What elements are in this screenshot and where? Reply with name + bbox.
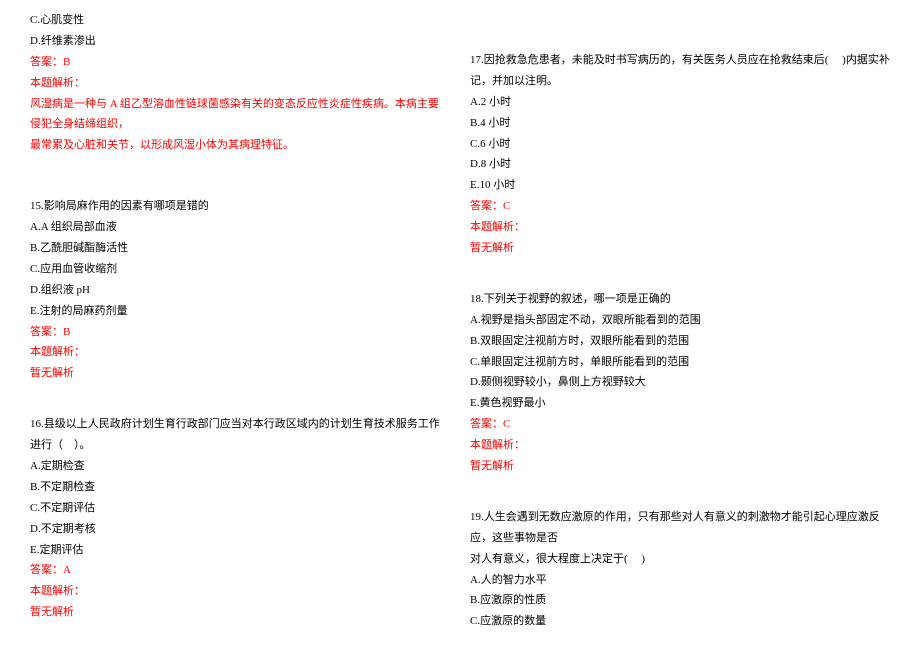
q19-option-c: C.应激原的数量 (470, 611, 900, 632)
q19-stem-line1: 19.人生会遇到无数应激原的作用，只有那些对人有意义的刺激物才能引起心理应激反应… (470, 507, 900, 549)
q15-stem: 15.影响局麻作用的因素有哪项是错的 (30, 196, 440, 217)
q18-answer: 答案：C (470, 414, 900, 435)
q15-option-b: B.乙酰胆碱酯酶活性 (30, 238, 440, 259)
q15-option-a: A.A 组织局部血液 (30, 217, 440, 238)
exam-page: C.心肌变性 D.纤维素渗出 答案：B 本题解析： 风湿病是一种与 A 组乙型溶… (0, 0, 920, 651)
q18-option-e: E.黄色视野最小 (470, 393, 900, 414)
q18-stem: 18.下列关于视野的叙述，哪一项是正确的 (470, 289, 900, 310)
left-column: C.心肌变性 D.纤维素渗出 答案：B 本题解析： 风湿病是一种与 A 组乙型溶… (0, 0, 460, 651)
q18-option-c: C.单眼固定注视前方时，单眼所能看到的范围 (470, 352, 900, 373)
q18-option-b: B.双眼固定注视前方时，双眼所能看到的范围 (470, 331, 900, 352)
q14-analysis-line2: 最常累及心脏和关节，以形成风湿小体为其病理特征。 (30, 135, 440, 156)
q18-analysis-label: 本题解析： (470, 435, 900, 456)
q16-option-d: D.不定期考核 (30, 519, 440, 540)
q17-option-c: C.6 小时 (470, 134, 900, 155)
q17-analysis-label: 本题解析： (470, 217, 900, 238)
q17-answer: 答案：C (470, 196, 900, 217)
q16-answer: 答案：A (30, 560, 440, 581)
spacer (30, 384, 440, 414)
q16-option-e: E.定期评估 (30, 540, 440, 561)
q14-answer: 答案：B (30, 52, 440, 73)
q15-analysis-text: 暂无解析 (30, 363, 440, 384)
q17-analysis-text: 暂无解析 (470, 238, 900, 259)
spacer (30, 156, 440, 196)
q18-option-a: A.视野是指头部固定不动，双眼所能看到的范围 (470, 310, 900, 331)
spacer (470, 477, 900, 507)
q15-answer: 答案：B (30, 322, 440, 343)
q14-analysis-label: 本题解析： (30, 73, 440, 94)
q19-option-a: A.人的智力水平 (470, 570, 900, 591)
q14-option-c: C.心肌变性 (30, 10, 440, 31)
q14-option-d: D.纤维素渗出 (30, 31, 440, 52)
q17-stem: 17.因抢救急危患者，未能及时书写病历的，有关医务人员应在抢救结束后( )内据实… (470, 50, 900, 92)
spacer (470, 10, 900, 50)
q15-option-c: C.应用血管收缩剂 (30, 259, 440, 280)
q18-option-d: D.颞侧视野较小，鼻侧上方视野较大 (470, 372, 900, 393)
q19-stem-line2: 对人有意义，很大程度上决定于( ) (470, 549, 900, 570)
q16-option-a: A.定期检查 (30, 456, 440, 477)
q15-option-e: E.注射的局麻药剂量 (30, 301, 440, 322)
q15-analysis-label: 本题解析： (30, 342, 440, 363)
q19-option-b: B.应激原的性质 (470, 590, 900, 611)
q16-analysis-text: 暂无解析 (30, 602, 440, 623)
q15-option-d: D.组织液 pH (30, 280, 440, 301)
q18-analysis-text: 暂无解析 (470, 456, 900, 477)
q14-analysis-line1: 风湿病是一种与 A 组乙型溶血性链球菌感染有关的变态反应性炎症性疾病。本病主要侵… (30, 94, 440, 136)
q17-option-a: A.2 小时 (470, 92, 900, 113)
q16-analysis-label: 本题解析： (30, 581, 440, 602)
q17-option-e: E.10 小时 (470, 175, 900, 196)
q17-option-d: D.8 小时 (470, 154, 900, 175)
q16-option-b: B.不定期检查 (30, 477, 440, 498)
spacer (470, 259, 900, 289)
q16-option-c: C.不定期评估 (30, 498, 440, 519)
q16-stem: 16.县级以上人民政府计划生育行政部门应当对本行政区域内的计划生育技术服务工作进… (30, 414, 440, 456)
q17-option-b: B.4 小时 (470, 113, 900, 134)
right-column: 17.因抢救急危患者，未能及时书写病历的，有关医务人员应在抢救结束后( )内据实… (460, 0, 920, 651)
